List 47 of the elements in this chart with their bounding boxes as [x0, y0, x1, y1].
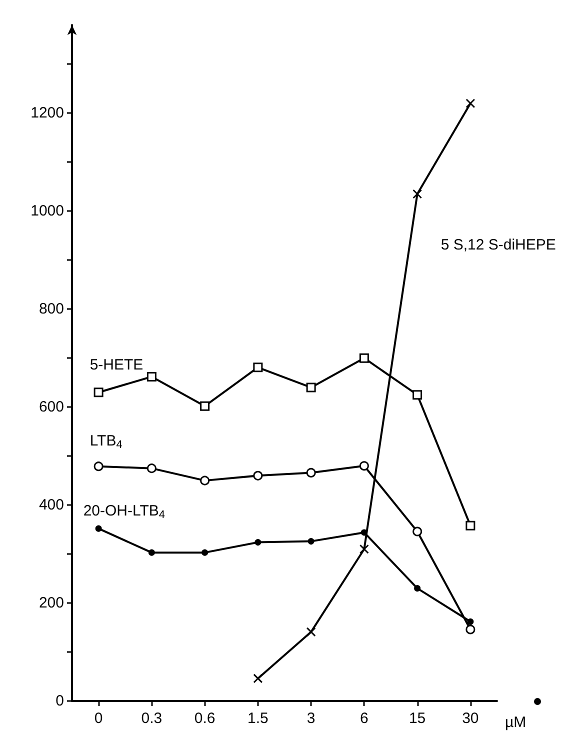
point: [359, 353, 369, 363]
x-tick-label: 1.5: [248, 710, 268, 727]
x-tick-label: 3: [306, 710, 316, 727]
point: [306, 382, 316, 392]
point: [254, 539, 262, 546]
point: [146, 464, 156, 474]
x-tick-label: 30: [462, 710, 479, 727]
point: [146, 372, 156, 382]
y-tick-label: 800: [38, 300, 64, 318]
point: [412, 390, 422, 400]
point: [467, 618, 474, 625]
point: [466, 98, 476, 108]
y-tick-label: 200: [38, 594, 64, 612]
point: [412, 189, 422, 199]
x-tick-label: 6: [360, 710, 368, 727]
x-tick-label: 0.3: [141, 710, 162, 727]
point: [202, 549, 208, 556]
point: [414, 585, 421, 592]
y-tick-label: 1200: [30, 104, 64, 122]
point: [308, 538, 314, 545]
y-tick-label: 600: [38, 398, 64, 416]
point: [306, 468, 316, 478]
point: [253, 470, 263, 480]
x-axis-title: µM: [505, 714, 526, 731]
point: [253, 674, 263, 684]
point: [360, 529, 368, 536]
point: [359, 544, 369, 554]
point: [94, 462, 104, 472]
series-label: 5 S,12 S-diHEPE: [440, 236, 556, 254]
y-tick-label: 0: [56, 692, 64, 710]
point: [148, 549, 155, 556]
x-tick-label: 0.6: [194, 710, 216, 727]
point: [412, 526, 422, 536]
point: [94, 388, 104, 398]
y-tick-label: 400: [38, 496, 64, 514]
x-tick-label: 15: [408, 710, 426, 727]
point: [95, 525, 102, 532]
point: [253, 362, 263, 372]
point: [200, 401, 210, 411]
point: [306, 627, 316, 637]
point: [466, 520, 476, 530]
point: [466, 624, 476, 634]
point: [359, 461, 369, 471]
y-tick-label: 1000: [30, 202, 64, 220]
x-tick-label: 0: [94, 710, 103, 727]
point: [200, 476, 210, 486]
series-label: 5-HETE: [90, 356, 144, 374]
